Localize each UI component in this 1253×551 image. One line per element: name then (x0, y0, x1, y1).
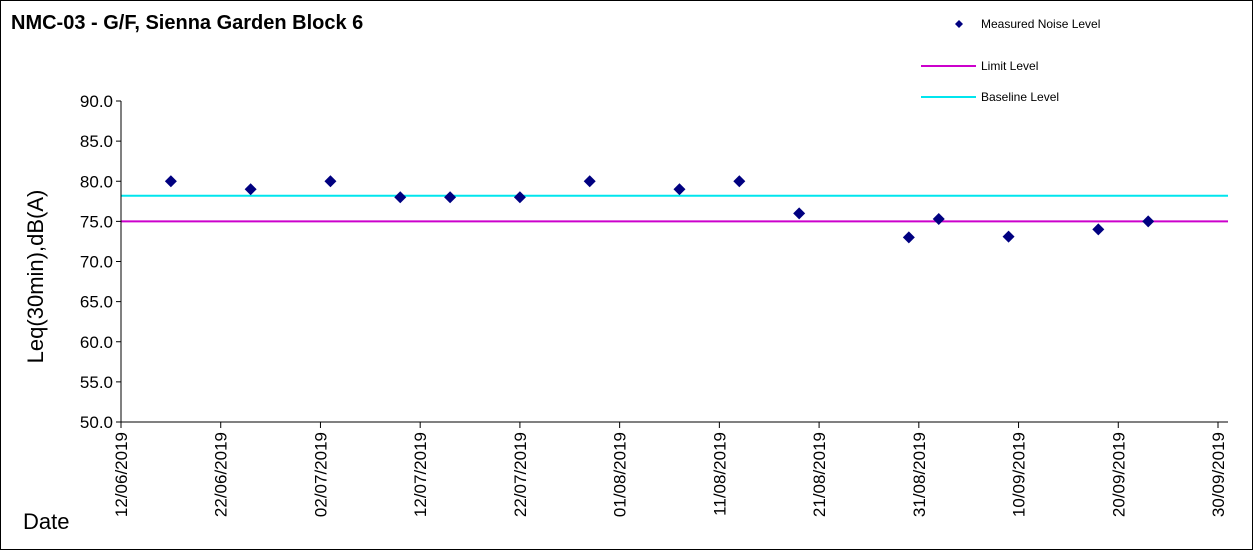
legend: Measured Noise Level Limit Level Baseline … (921, 17, 1100, 104)
y-tick-label: 90.0 (80, 92, 113, 111)
data-point (793, 207, 806, 220)
plot-area (121, 175, 1228, 244)
x-tick-label: 30/09/2019 (1209, 432, 1228, 517)
x-tick-label: 12/07/2019 (411, 432, 430, 517)
x-axis-label: Date (23, 509, 69, 534)
data-point (1002, 230, 1015, 243)
legend-label-limit-level: Limit Level (981, 59, 1038, 73)
data-point (1142, 215, 1155, 228)
data-point (244, 183, 257, 196)
data-point (902, 231, 915, 244)
data-point (583, 175, 596, 188)
y-tick-label: 55.0 (80, 373, 113, 392)
x-tick-label: 11/08/2019 (710, 432, 729, 516)
x-tick-label: 22/07/2019 (511, 432, 530, 517)
x-tick-label: 31/08/2019 (910, 432, 929, 517)
x-tick-label: 12/06/2019 (112, 432, 131, 517)
x-tick-label: 01/08/2019 (611, 432, 630, 517)
legend-marker-measured-noise-level (955, 20, 963, 28)
data-point (324, 175, 337, 188)
data-point (513, 191, 526, 204)
legend-label-measured-noise-level: Measured Noise Level (981, 17, 1100, 31)
y-tick-label: 65.0 (80, 293, 113, 312)
y-tick-label: 60.0 (80, 333, 113, 352)
y-tick-label: 75.0 (80, 212, 113, 231)
y-tick-label: 80.0 (80, 172, 113, 191)
data-point (394, 191, 407, 204)
x-axis: 12/06/2019 22/06/2019 02/07/2019 12/07/2019… (112, 421, 1228, 517)
x-tick-label: 20/09/2019 (1109, 432, 1128, 517)
chart-title: NMC-03 - G/F, Sienna Garden Block 6 (11, 12, 363, 34)
data-point (673, 183, 686, 196)
data-point (1092, 223, 1105, 236)
x-tick-label: 10/09/2019 (1010, 432, 1029, 517)
x-tick-label: 22/06/2019 (212, 432, 231, 517)
data-point (932, 212, 945, 225)
y-tick-label: 70.0 (80, 253, 113, 272)
data-point (444, 191, 457, 204)
y-axis-label: Leq(30min),dB(A) (23, 190, 48, 364)
data-point (733, 175, 746, 188)
x-tick-label: 02/07/2019 (311, 432, 330, 517)
y-tick-label: 85.0 (80, 132, 113, 151)
data-point (164, 175, 177, 188)
y-tick-label: 50.0 (80, 413, 113, 432)
x-tick-label: 21/08/2019 (810, 432, 829, 517)
legend-label-baseline-level: Baseline Level (981, 90, 1059, 104)
y-axis: 50.0 55.0 60.0 65.0 70.0 75.0 80.0 85.0 90.0 (80, 92, 122, 432)
